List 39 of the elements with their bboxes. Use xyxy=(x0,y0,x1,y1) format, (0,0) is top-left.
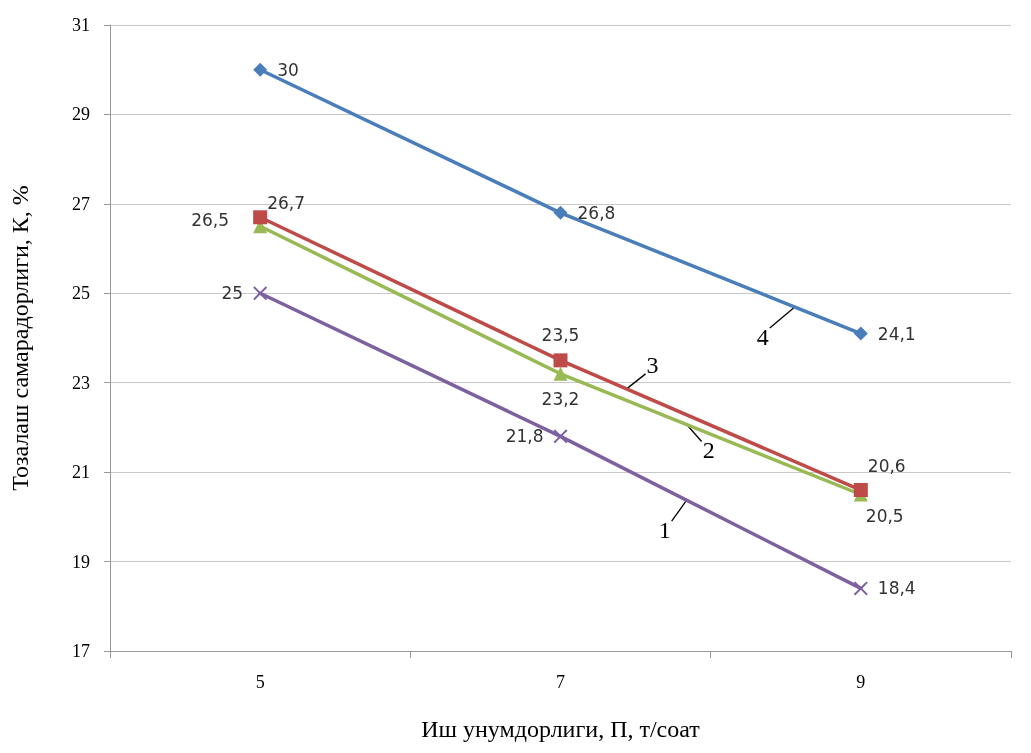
data-label: 21,8 xyxy=(505,426,544,447)
x-tick-label: 5 xyxy=(255,672,265,692)
series-label: 1 xyxy=(658,517,671,544)
point xyxy=(553,353,568,368)
data-label: 23,2 xyxy=(541,389,580,410)
point xyxy=(853,326,868,341)
data-label: 25 xyxy=(221,283,244,304)
data-label: 26,5 xyxy=(191,209,230,230)
point xyxy=(553,429,568,444)
y-tick-label: 23 xyxy=(72,372,90,393)
point xyxy=(253,210,268,225)
data-label: 20,5 xyxy=(865,506,904,526)
x-tick-label: 9 xyxy=(856,672,866,692)
y-tick-label: 25 xyxy=(72,283,90,304)
data-label: 24,1 xyxy=(877,323,916,344)
data-label: 23,5 xyxy=(541,324,580,345)
y-axis-title: Тозалаш самарадорлиги, К, % xyxy=(7,185,33,491)
y-tick-label: 19 xyxy=(72,551,90,572)
data-label: 20,6 xyxy=(867,455,906,476)
data-label: 30 xyxy=(277,59,299,80)
point xyxy=(853,483,868,498)
series-label: 4 xyxy=(756,323,769,350)
data-label: 18,4 xyxy=(877,578,916,599)
data-label: 26,8 xyxy=(577,202,616,223)
series-label: 2 xyxy=(702,437,715,464)
y-tick-label: 21 xyxy=(72,462,90,483)
y-tick-label: 29 xyxy=(72,104,90,125)
y-tick-label: 17 xyxy=(72,641,90,661)
y-tick-label: 27 xyxy=(72,193,90,214)
data-label: 26,7 xyxy=(267,192,306,213)
point xyxy=(253,286,268,301)
y-tick-label: 31 xyxy=(72,15,90,35)
x-tick-label: 7 xyxy=(556,672,565,692)
series-label: 3 xyxy=(646,351,659,378)
point xyxy=(553,366,568,381)
point xyxy=(853,581,868,596)
point xyxy=(253,62,268,77)
x-axis-title: Иш унумдорлиги, П, т/соат xyxy=(421,716,701,742)
point xyxy=(553,205,568,220)
